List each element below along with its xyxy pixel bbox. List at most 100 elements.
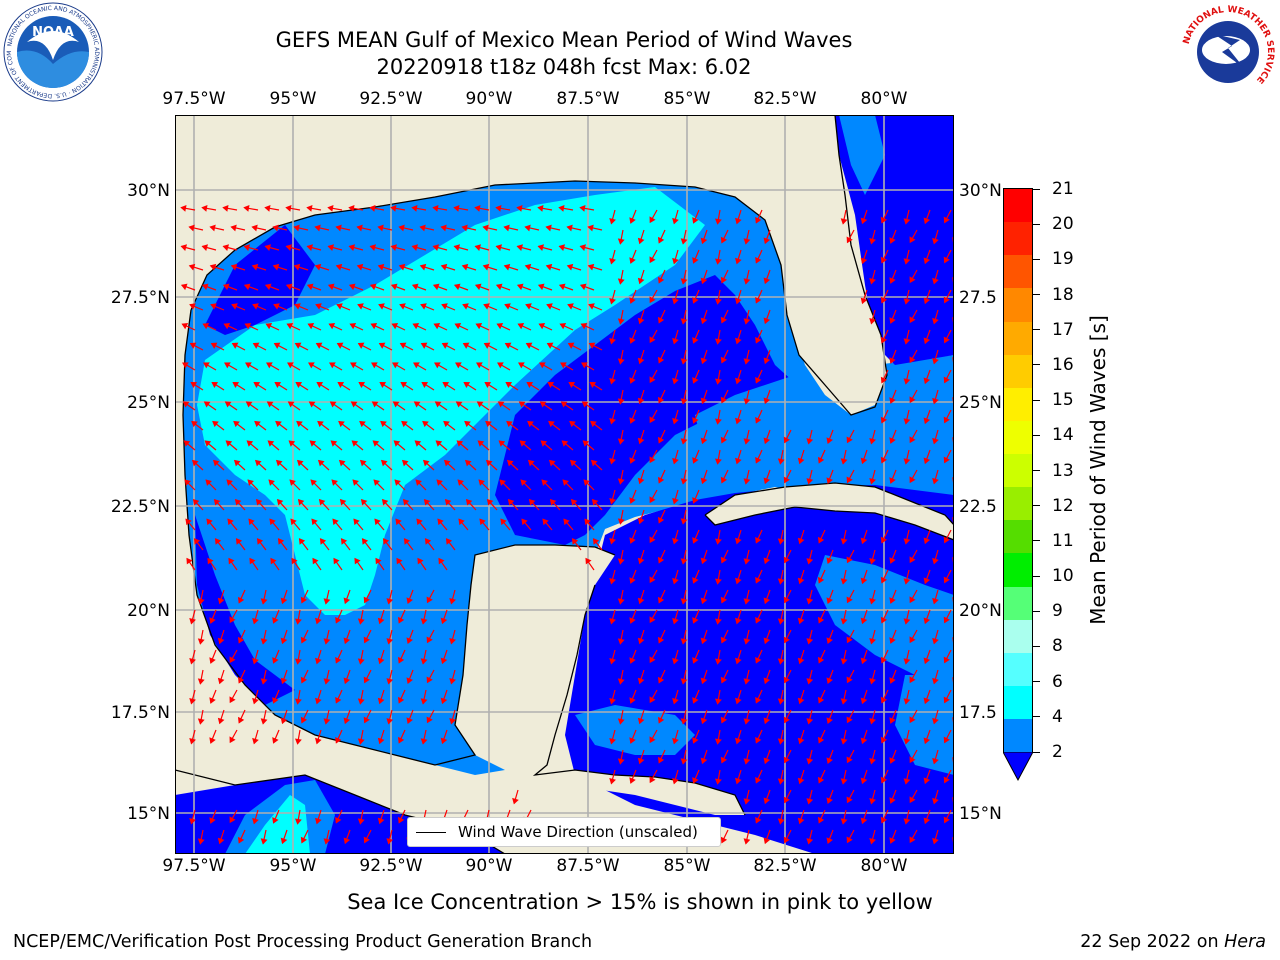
wind-arrow-head-160 — [734, 297, 742, 305]
wind-arrow-head-370 — [401, 420, 408, 428]
wind-arrow-head-601 — [417, 557, 424, 565]
wind-arrow-head-195 — [869, 318, 876, 325]
wind-arrow-head-129 — [869, 278, 876, 285]
wind-arrow-head-325 — [909, 396, 916, 404]
wind-arrow-head-82 — [474, 244, 481, 251]
wind-arrow-head-688 — [343, 637, 351, 645]
wind-arrow-head-399 — [225, 440, 233, 447]
wind-arrow-head-275 — [413, 362, 420, 369]
wind-arrow-head-238 — [315, 342, 323, 349]
lon-tick-top-1: 95°W — [269, 89, 317, 109]
colorbar-swatch-10 — [1004, 520, 1032, 554]
wind-arrow-head-105 — [272, 263, 280, 271]
wind-arrow-head-889 — [840, 778, 848, 785]
wind-arrow-head-880 — [649, 776, 656, 784]
wind-arrow-head-260 — [889, 357, 896, 364]
wind-arrow-head-678 — [903, 618, 911, 625]
wind-arrow-head-625 — [280, 597, 288, 605]
wind-arrow-head-120 — [587, 263, 595, 271]
wind-arrow-head-611 — [755, 577, 762, 584]
wind-arrow-head-849 — [714, 738, 722, 745]
wind-arrow-head-14 — [474, 204, 481, 212]
wind-arrow-head-32 — [923, 217, 931, 225]
wind-arrow-head-791 — [755, 697, 762, 704]
wind-arrow-head-0 — [180, 204, 187, 212]
lat-tick-right-2: 25°N — [959, 393, 1002, 413]
wind-arrow-head-612 — [777, 578, 785, 585]
wind-arrow-head-365 — [296, 420, 303, 428]
wind-arrow-head-263 — [952, 357, 954, 364]
wind-arrow-head-552 — [840, 538, 848, 545]
wind-arrow-head-474 — [247, 479, 254, 486]
wind-arrow-head-152 — [558, 283, 566, 291]
wind-arrow-head-31 — [903, 218, 911, 225]
wind-arrow-head-605 — [629, 577, 636, 584]
wind-arrow-head-162 — [860, 297, 868, 305]
wind-arrow-head-190 — [680, 318, 688, 325]
wind-arrow-head-742 — [217, 677, 225, 685]
wind-arrow-head-348 — [609, 418, 616, 425]
wind-arrow-head-368 — [359, 420, 366, 428]
wind-arrow-head-928 — [840, 818, 848, 825]
wind-arrow-head-9 — [369, 204, 376, 212]
wind-arrow-head-357 — [903, 418, 911, 425]
wind-arrow-head-852 — [777, 738, 785, 745]
wind-arrow-head-735 — [840, 658, 848, 665]
wind-arrow-head-575 — [657, 556, 665, 564]
wind-arrow-head-856 — [860, 737, 868, 745]
wind-arrow-head-801 — [197, 718, 205, 725]
wind-arrow-head-405 — [351, 440, 359, 447]
wind-arrow-head-19 — [579, 204, 586, 212]
wind-arrow-head-653 — [229, 616, 236, 624]
wind-arrow-head-395 — [932, 437, 939, 445]
wind-arrow-head-24 — [692, 217, 699, 224]
wind-arrow-head-519 — [680, 518, 688, 525]
wind-arrow-head-861 — [617, 758, 625, 765]
wind-arrow-head-217 — [538, 322, 546, 330]
wind-arrow-head-64 — [889, 237, 896, 244]
wind-arrow-head-150 — [516, 283, 524, 291]
wind-arrow-head-547 — [734, 537, 742, 545]
wind-arrow-head-537 — [521, 518, 528, 526]
wind-arrow-head-434 — [191, 459, 199, 467]
wind-arrow-head-147 — [453, 283, 461, 291]
wind-arrow-head-140 — [306, 283, 314, 291]
wind-arrow-head-328 — [182, 401, 190, 408]
wind-arrow-head-21 — [629, 217, 636, 224]
wind-arrow-head-506 — [402, 498, 410, 506]
wind-arrow-head-596 — [312, 557, 319, 565]
wind-arrow-head-816 — [657, 716, 665, 724]
wind-arrow-head-374 — [485, 420, 492, 428]
wind-arrow-head-223 — [672, 337, 679, 345]
wind-arrow-head-785 — [629, 697, 636, 704]
wind-arrow-head-767 — [889, 677, 896, 684]
wind-arrow-head-514 — [570, 498, 578, 506]
wind-arrow-head-692 — [426, 636, 433, 644]
wind-arrow-head-167 — [189, 303, 196, 310]
wind-arrow-head-397 — [183, 440, 191, 447]
wind-arrow-head-178 — [420, 303, 427, 310]
wind-arrow-head-459 — [720, 476, 728, 484]
wind-arrow-head-734 — [817, 656, 825, 664]
wind-arrow-head-60 — [743, 238, 751, 245]
wind-arrow-head-906 — [952, 797, 954, 804]
colorbar-tick-mark-13 — [1033, 645, 1040, 647]
wind-arrow-head-85 — [537, 244, 544, 251]
wind-arrow-head-55 — [637, 237, 645, 245]
wind-arrow-head-574 — [637, 557, 645, 565]
wind-arrow-head-432 — [923, 457, 931, 465]
wind-arrow-head-752 — [426, 676, 433, 684]
wind-arrow-head-347 — [581, 401, 589, 408]
wind-arrow-head-897 — [763, 797, 771, 805]
wind-arrow-head-228 — [880, 336, 888, 344]
wind-arrow-head-392 — [869, 438, 876, 445]
wind-arrow-head-8 — [348, 204, 355, 212]
wind-arrow-head-504 — [360, 498, 368, 506]
wind-arrow-head-502 — [318, 498, 326, 506]
wind-arrow-head-938 — [280, 837, 288, 845]
wind-arrow-head-463 — [806, 478, 814, 485]
wind-arrow-head-356 — [880, 416, 888, 424]
colorbar-tick-label-5: 16 — [1052, 354, 1074, 375]
wind-arrow-head-916 — [377, 817, 385, 825]
wind-arrow-head-631 — [406, 597, 413, 604]
